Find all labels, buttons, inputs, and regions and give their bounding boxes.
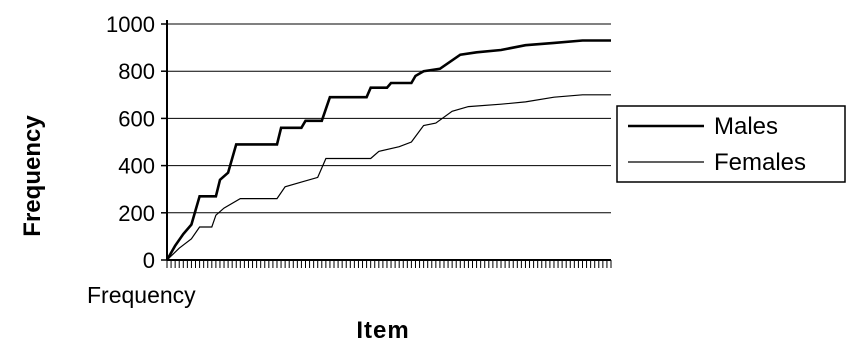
- x-axis-ticks: [166, 260, 612, 268]
- gridlines: [161, 23, 611, 261]
- series-line-females: [166, 94, 611, 261]
- y-axis-title: Frequency: [19, 115, 46, 237]
- y-tick-label: 200: [118, 201, 155, 226]
- y-tick-label: 800: [118, 59, 155, 84]
- y-tick-label: 0: [143, 248, 155, 273]
- series-line-males: [165, 39, 611, 261]
- legend-label-females: Females: [714, 149, 806, 176]
- series-lines: [165, 39, 611, 261]
- legend: Males Females: [616, 105, 846, 183]
- x-axis-title: Item: [356, 317, 409, 344]
- y-tick-label: 400: [118, 154, 155, 179]
- y-tick-label: 600: [118, 106, 155, 131]
- legend-label-males: Males: [714, 113, 778, 140]
- x-category-label: Frequency: [87, 282, 196, 308]
- y-tick-label: 1000: [106, 12, 155, 37]
- legend-box: [616, 105, 846, 183]
- y-tick-labels: 0 200 400 600 800 1000: [106, 12, 155, 273]
